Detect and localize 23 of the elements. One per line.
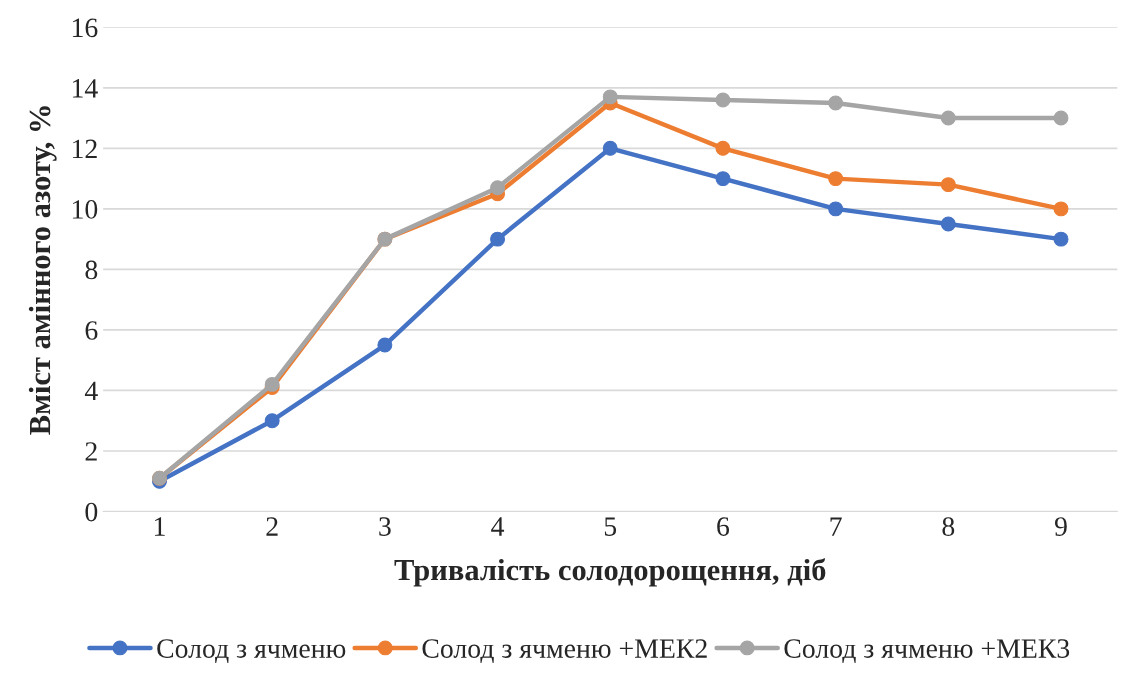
y-tick-label: 4	[84, 381, 98, 401]
legend-label: Солод з ячменю +МЕК3	[784, 639, 1070, 663]
x-tick-label: 5	[604, 517, 617, 536]
y-tick-label: 0	[85, 502, 98, 522]
legend-label: Солод з ячменю +МЕК2	[422, 639, 707, 663]
x-tick-label: 3	[379, 517, 391, 536]
y-tick-label: 6	[85, 321, 98, 340]
x-tick-label: 4	[491, 517, 505, 536]
x-tick-label: 2	[266, 517, 278, 536]
legend-label: Солод з ячменю	[157, 639, 346, 663]
x-tick-label: 6	[717, 517, 730, 536]
y-tick-label: 8	[85, 260, 98, 280]
x-tick-label: 7	[830, 517, 842, 536]
x-tick-label: 1	[154, 517, 165, 536]
y-tick-label: 2	[85, 442, 97, 461]
x-tick-label: 9	[1054, 517, 1067, 536]
y-axis-title: Вміст амінного азоту, %	[28, 106, 57, 435]
y-tick-label: 14	[72, 79, 98, 98]
x-tick-label: 8	[942, 517, 955, 536]
y-tick-label: 10	[72, 200, 98, 219]
y-tick-label: 16	[72, 18, 98, 38]
x-axis-title: Тривалість солодорощення, діб	[394, 558, 826, 587]
y-tick-label: 12	[72, 139, 97, 158]
